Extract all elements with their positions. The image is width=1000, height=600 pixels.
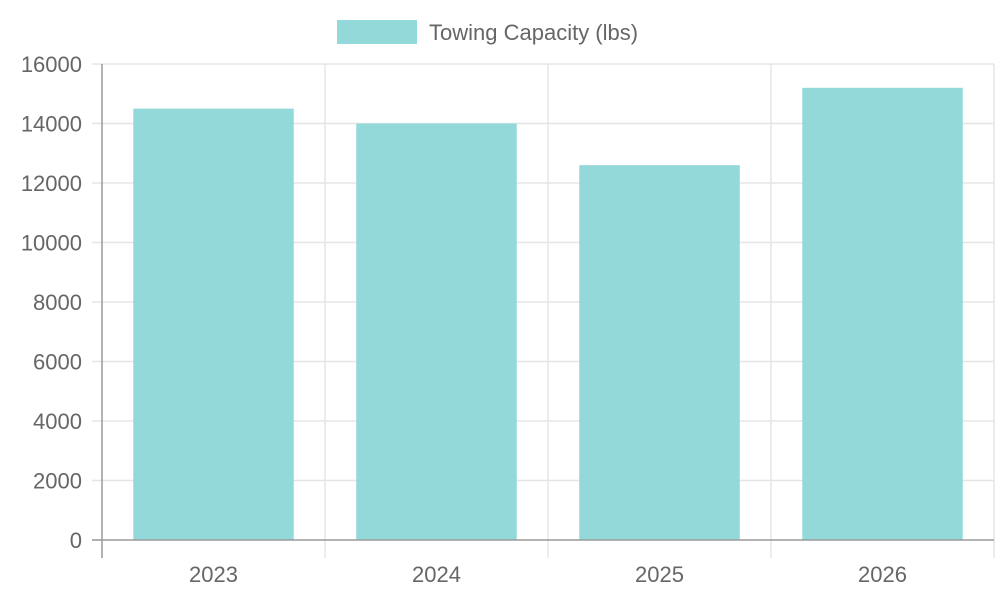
legend-label[interactable]: Towing Capacity (lbs) bbox=[429, 20, 638, 45]
y-tick-label: 6000 bbox=[33, 350, 82, 375]
y-tick-label: 10000 bbox=[21, 231, 82, 256]
y-tick-label: 14000 bbox=[21, 112, 82, 137]
bar-2024[interactable] bbox=[356, 123, 517, 541]
y-tick-label: 4000 bbox=[33, 409, 82, 434]
bar-2026[interactable] bbox=[802, 87, 963, 541]
x-tick-label: 2026 bbox=[858, 562, 907, 587]
tick-labels: 0 2000 4000 6000 8000 10000 12000 14000 16000 202… bbox=[21, 52, 907, 587]
y-tick-label: 8000 bbox=[33, 290, 82, 315]
legend-swatch[interactable] bbox=[337, 20, 417, 44]
y-tick-label: 16000 bbox=[21, 52, 82, 77]
y-tick-label: 0 bbox=[70, 528, 82, 553]
y-tick-label: 12000 bbox=[21, 171, 82, 196]
y-tick-label: 2000 bbox=[33, 469, 82, 494]
legend[interactable]: Towing Capacity (lbs) bbox=[337, 20, 638, 45]
x-tick-label: 2025 bbox=[635, 562, 684, 587]
bar-2023[interactable] bbox=[133, 108, 294, 540]
bar-2025[interactable] bbox=[579, 165, 740, 540]
x-tick-label: 2024 bbox=[412, 562, 461, 587]
axes bbox=[92, 64, 994, 558]
x-tick-label: 2023 bbox=[189, 562, 238, 587]
bars bbox=[133, 87, 963, 541]
